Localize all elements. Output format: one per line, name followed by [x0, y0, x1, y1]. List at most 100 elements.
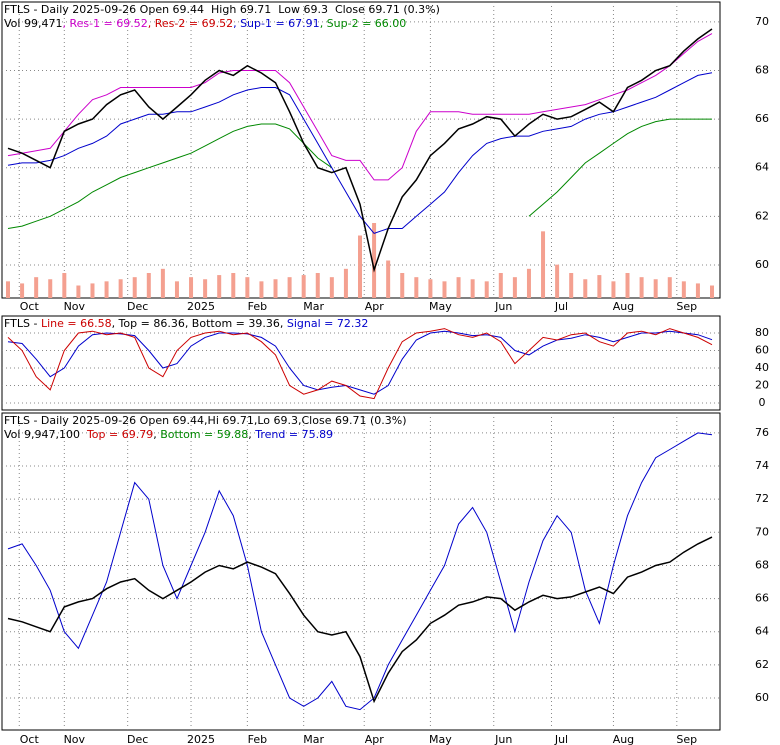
volume-bar: [203, 279, 208, 298]
volume-bar: [625, 273, 630, 298]
volume-bar: [273, 279, 278, 298]
volume-bar: [386, 260, 391, 298]
x-tick-label: May: [429, 300, 452, 313]
x-tick-label: Apr: [365, 300, 385, 313]
header-segment: Trend = 75.89: [254, 428, 333, 441]
volume-bar: [414, 277, 419, 298]
x-tick-label: Sep: [676, 300, 697, 313]
volume-bar: [681, 281, 686, 298]
header-segment: , Sup-1 = 67.91: [233, 17, 320, 30]
y-tick-label: 68: [755, 64, 769, 77]
x-tick-label: May: [429, 733, 452, 745]
series-line: [7, 536, 713, 704]
header-segment: , Top = 86.36, Bottom = 39.36,: [112, 317, 287, 330]
volume-bar: [400, 273, 405, 298]
volume-bar: [146, 273, 151, 298]
volume-bar: [667, 277, 672, 298]
x-tick-label: Sep: [676, 733, 697, 745]
volume-bar: [428, 279, 433, 298]
volume-bar: [217, 275, 222, 298]
series-line: [7, 28, 713, 273]
panel-frame: [1, 315, 721, 411]
x-tick-label: 2025: [187, 733, 215, 745]
header-text: FTLS - Daily 2025-09-26 Open 69.44 High …: [4, 3, 440, 16]
volume-bar: [48, 279, 53, 298]
volume-bar: [160, 268, 165, 298]
volume-bar: [569, 273, 574, 298]
header-segment: ,: [248, 428, 255, 441]
y-tick-label: 70: [755, 525, 769, 538]
panel-frame: [1, 412, 721, 731]
volume-bar: [301, 275, 306, 298]
header-segment: FTLS - Daily 2025-09-26 Open 69.44 High …: [4, 3, 440, 16]
header-segment: Vol 99,471: [4, 17, 62, 30]
volume-bar: [118, 279, 123, 298]
header-segment: , Res-1 = 69.52: [62, 17, 147, 30]
header-segment: Vol 9,947,100: [4, 428, 87, 441]
y-tick-label: 74: [755, 459, 769, 472]
volume-bar: [597, 275, 602, 298]
volume-bar: [20, 283, 25, 298]
volume-bar: [76, 285, 81, 298]
x-tick-label: Mar: [303, 733, 324, 745]
volume-bar: [315, 273, 320, 298]
x-tick-label: Feb: [248, 733, 267, 745]
series-line: [7, 72, 713, 234]
volume-bar: [329, 277, 334, 298]
x-tick-label: Apr: [365, 733, 385, 745]
volume-bar: [695, 283, 700, 298]
header-text: FTLS - Line = 66.58, Top = 86.36, Bottom…: [4, 317, 368, 330]
x-tick-label: Aug: [613, 300, 634, 313]
header-segment: Signal = 72.32: [287, 317, 369, 330]
volume-bar: [484, 281, 489, 298]
x-tick-label: Oct: [20, 733, 40, 745]
y-tick-label: 62: [755, 209, 769, 222]
series-line: [7, 328, 713, 400]
y-tick-label: 60: [755, 343, 769, 356]
y-tick-label: 64: [755, 161, 769, 174]
volume-bar: [6, 281, 10, 298]
header-segment: Top = 69.79: [86, 428, 153, 441]
header-text: Vol 9,947,100 Top = 69.79, Bottom = 59.8…: [4, 428, 333, 441]
y-tick-label: 80: [755, 326, 769, 339]
x-tick-label: Jun: [494, 733, 512, 745]
header-segment: , Sup-2 = 66.00: [320, 17, 407, 30]
volume-bar: [62, 273, 67, 298]
header-segment: , Res-2 = 69.52: [148, 17, 233, 30]
header-segment: Bottom = 59.88: [160, 428, 248, 441]
x-tick-label: Nov: [64, 733, 86, 745]
volume-bar: [611, 281, 616, 298]
y-tick-label: 20: [755, 378, 769, 391]
y-tick-label: 60: [755, 258, 769, 271]
volume-bar: [132, 277, 137, 298]
series-line: [7, 432, 713, 711]
volume-bar: [90, 283, 95, 298]
y-tick-label: 40: [755, 361, 769, 374]
x-tick-label: Feb: [248, 300, 267, 313]
volume-bar: [470, 279, 475, 298]
volume-bar: [555, 264, 560, 298]
y-tick-label: 70: [755, 15, 769, 28]
volume-bar: [710, 285, 714, 298]
y-tick-label: 66: [755, 592, 769, 605]
volume-bar: [583, 279, 588, 298]
y-tick-label: 0: [759, 396, 766, 409]
volume-bar: [442, 281, 447, 298]
volume-bar: [526, 268, 531, 298]
x-tick-label: Jul: [554, 733, 568, 745]
volume-bar: [498, 273, 503, 298]
volume-bar: [358, 235, 362, 298]
volume-bar: [231, 273, 236, 298]
y-tick-label: 66: [755, 112, 769, 125]
x-tick-label: Mar: [303, 300, 324, 313]
header-segment: FTLS -: [4, 317, 41, 330]
y-tick-label: 76: [755, 426, 769, 439]
x-tick-label: Dec: [127, 300, 148, 313]
y-tick-label: 72: [755, 492, 769, 505]
series-line: [7, 33, 713, 181]
volume-bar: [653, 279, 658, 298]
header-segment: ,: [153, 428, 160, 441]
x-tick-label: Jul: [554, 300, 568, 313]
volume-bar: [456, 277, 461, 298]
series-line: [7, 118, 712, 229]
